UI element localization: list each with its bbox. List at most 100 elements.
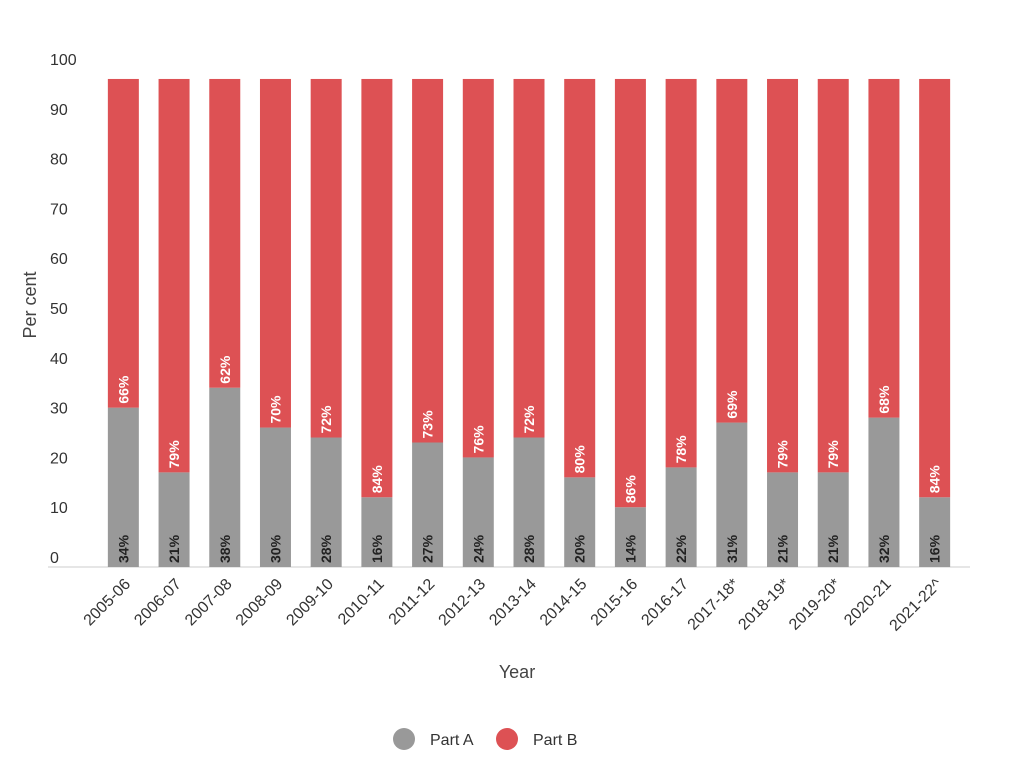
legend-swatch bbox=[393, 728, 415, 750]
y-tick-label: 20 bbox=[50, 450, 68, 467]
bar-part-a bbox=[412, 442, 444, 567]
bar-part-b bbox=[868, 78, 900, 418]
y-tick-label: 80 bbox=[50, 152, 68, 169]
bar-label-part-a: 21% bbox=[775, 534, 791, 563]
bar-label-part-b: 86% bbox=[622, 475, 638, 504]
bar-part-b bbox=[564, 78, 596, 478]
x-tick-label: 2008-09 bbox=[233, 576, 287, 630]
bar-label-part-a: 32% bbox=[876, 534, 892, 563]
bar-part-b bbox=[919, 78, 951, 498]
x-axis-title: Year bbox=[499, 662, 535, 682]
bar-part-b bbox=[665, 78, 697, 468]
x-tick-label: 2017-18* bbox=[685, 576, 743, 634]
bar-part-a bbox=[513, 437, 545, 567]
bar-label-part-a: 27% bbox=[420, 534, 436, 563]
legend-label: Part A bbox=[430, 732, 474, 749]
bar-part-b bbox=[817, 78, 849, 473]
x-tick-label: 2006-07 bbox=[131, 576, 185, 630]
bar-label-part-b: 73% bbox=[420, 410, 436, 439]
bar-label-part-b: 62% bbox=[217, 355, 233, 384]
bar-label-part-b: 70% bbox=[267, 395, 283, 424]
bar-label-part-b: 84% bbox=[369, 465, 385, 494]
bar-label-part-b: 80% bbox=[572, 445, 588, 474]
x-axis-ticks: 2005-062006-072007-082008-092009-102010-… bbox=[81, 575, 946, 634]
bar-part-a bbox=[209, 387, 241, 567]
y-axis-ticks: 0 10 20 30 40 50 60 70 80 90 100 bbox=[50, 52, 77, 567]
x-tick-label: 2007-08 bbox=[182, 576, 236, 630]
bar-part-a bbox=[868, 417, 900, 567]
y-axis-title: Per cent bbox=[20, 271, 40, 338]
bar-part-a bbox=[665, 467, 697, 567]
bar-label-part-a: 22% bbox=[673, 534, 689, 563]
bar-label-part-a: 38% bbox=[217, 534, 233, 563]
bar-part-a bbox=[361, 497, 393, 567]
bar-part-b bbox=[462, 78, 494, 458]
x-tick-label: 2011-12 bbox=[386, 576, 439, 629]
y-tick-label: 70 bbox=[50, 201, 68, 218]
bar-label-part-b: 66% bbox=[115, 375, 131, 404]
y-tick-label: 90 bbox=[50, 102, 68, 119]
bar-label-part-b: 79% bbox=[166, 440, 182, 469]
y-tick-label: 10 bbox=[50, 500, 68, 517]
bar-part-b bbox=[767, 78, 799, 473]
bar-label-part-b: 78% bbox=[673, 435, 689, 464]
bar-part-b bbox=[614, 78, 646, 508]
bar-part-a bbox=[716, 422, 748, 567]
bar-part-a bbox=[614, 507, 646, 567]
y-tick-label: 30 bbox=[50, 401, 68, 418]
bar-part-b bbox=[361, 78, 393, 498]
bar-part-a bbox=[564, 477, 596, 567]
x-tick-label: 2012-13 bbox=[436, 576, 490, 630]
x-tick-label: 2021-22^ bbox=[887, 575, 946, 634]
bar-part-b bbox=[107, 78, 139, 408]
bar-label-part-b: 72% bbox=[318, 405, 334, 434]
bar-label-part-b: 68% bbox=[876, 385, 892, 414]
bar-label-part-a: 21% bbox=[825, 534, 841, 563]
bar-label-part-a: 24% bbox=[470, 534, 486, 563]
bar-part-b bbox=[513, 78, 545, 438]
bar-label-part-b: 69% bbox=[724, 390, 740, 419]
bar-part-b bbox=[259, 78, 291, 428]
bar-part-a bbox=[462, 457, 494, 567]
bar-label-part-b: 79% bbox=[825, 440, 841, 469]
y-tick-label: 50 bbox=[50, 301, 68, 318]
x-tick-label: 2015-16 bbox=[588, 576, 642, 630]
bar-part-b bbox=[716, 78, 748, 423]
bar-label-part-a: 20% bbox=[572, 534, 588, 563]
x-tick-label: 2009-10 bbox=[283, 576, 337, 630]
bar-label-part-a: 28% bbox=[521, 534, 537, 563]
bars: 34% 66% 21% 79% 38% 62% 30% 70% 28% 72% 16% 84% 27% 7… bbox=[107, 78, 951, 567]
x-tick-label: 2014-15 bbox=[537, 576, 591, 630]
y-tick-label: 0 bbox=[50, 550, 59, 567]
bar-part-a bbox=[817, 472, 849, 567]
bar-label-part-b: 76% bbox=[470, 425, 486, 454]
bar-label-part-a: 34% bbox=[115, 534, 131, 563]
x-tick-label: 2018-19* bbox=[735, 576, 793, 634]
bar-part-b bbox=[412, 78, 444, 443]
legend: Part A Part B bbox=[393, 728, 577, 750]
bar-part-a bbox=[767, 472, 799, 567]
bar-label-part-b: 84% bbox=[927, 465, 943, 494]
x-tick-label: 2013-14 bbox=[486, 576, 540, 630]
bar-label-part-b: 72% bbox=[521, 405, 537, 434]
bar-label-part-a: 31% bbox=[724, 534, 740, 563]
bar-part-a bbox=[259, 427, 291, 567]
bar-label-part-a: 21% bbox=[166, 534, 182, 563]
bar-label-part-a: 14% bbox=[622, 534, 638, 563]
bar-label-part-b: 79% bbox=[775, 440, 791, 469]
bar-label-part-a: 16% bbox=[369, 534, 385, 563]
x-tick-label: 2019-20* bbox=[786, 576, 844, 634]
legend-label: Part B bbox=[533, 732, 577, 749]
bar-label-part-a: 28% bbox=[318, 534, 334, 563]
y-tick-label: 40 bbox=[50, 351, 68, 368]
y-tick-label: 100 bbox=[50, 52, 77, 69]
y-tick-label: 60 bbox=[50, 251, 68, 268]
bar-label-part-a: 16% bbox=[927, 534, 943, 563]
bar-part-a bbox=[158, 472, 190, 567]
legend-swatch bbox=[496, 728, 518, 750]
bar-part-b bbox=[310, 78, 342, 438]
bar-part-a bbox=[919, 497, 951, 567]
x-tick-label: 2010-11 bbox=[335, 576, 388, 629]
bar-part-b bbox=[209, 78, 241, 388]
